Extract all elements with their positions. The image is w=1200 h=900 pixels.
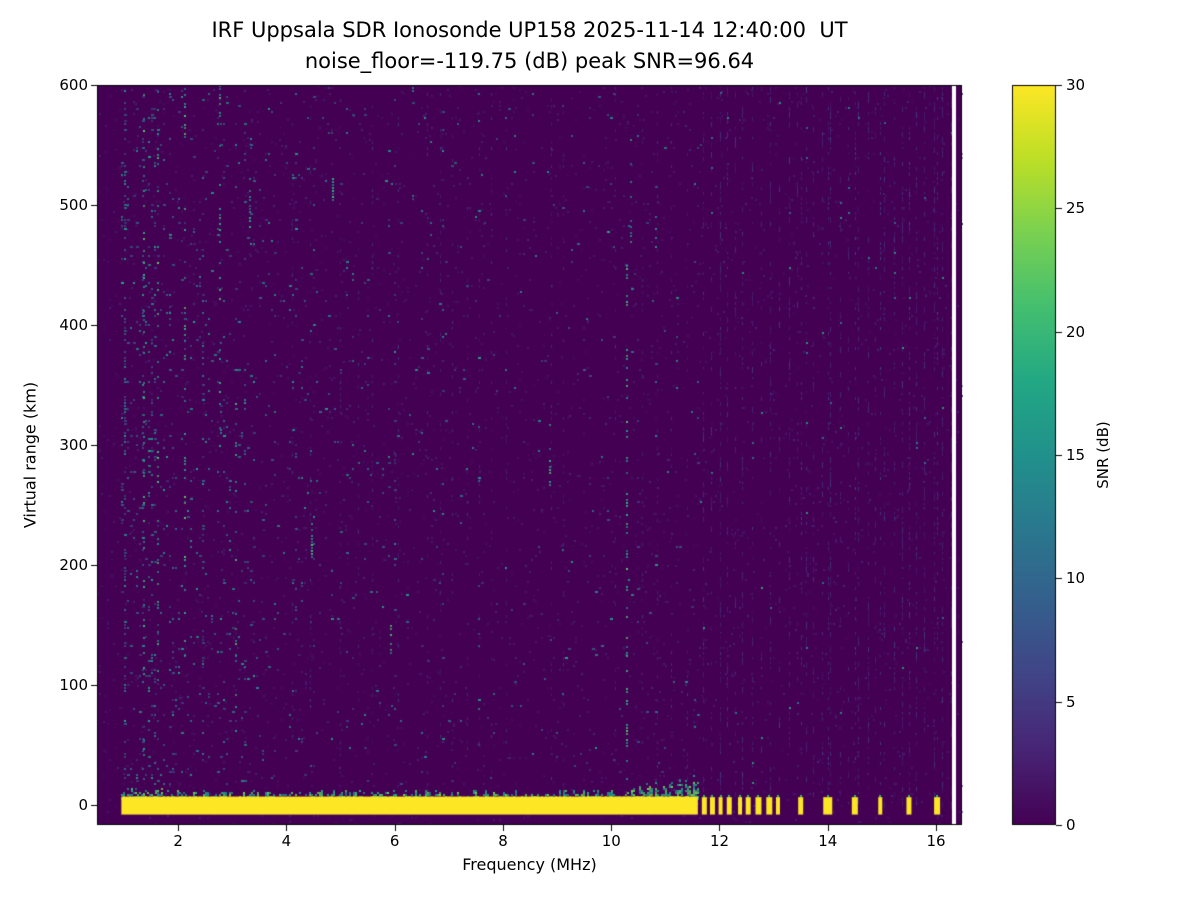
colorbar-tick-label: 30 bbox=[1066, 76, 1086, 94]
y-tick-label: 500 bbox=[59, 195, 88, 214]
y-tick-label: 300 bbox=[59, 435, 88, 454]
colorbar-tick-label: 25 bbox=[1066, 199, 1086, 218]
x-tick-label: 14 bbox=[818, 832, 838, 850]
y-tick-label: 200 bbox=[59, 555, 88, 574]
chart-title: IRF Uppsala SDR Ionosonde UP158 2025-11-… bbox=[211, 18, 848, 42]
x-tick-label: 4 bbox=[281, 832, 292, 850]
y-tick-label: 600 bbox=[59, 76, 88, 94]
x-tick-label: 12 bbox=[709, 832, 730, 850]
x-axis-label: Frequency (MHz) bbox=[462, 855, 597, 874]
y-axis-label: Virtual range (km) bbox=[20, 381, 40, 529]
y-tick-label: 100 bbox=[59, 675, 88, 694]
colorbar-tick-label: 5 bbox=[1066, 692, 1076, 711]
colorbar-tick-label: 20 bbox=[1066, 322, 1086, 341]
y-tick-label: 400 bbox=[59, 315, 88, 334]
colorbar-tick-label: 15 bbox=[1066, 446, 1086, 464]
colorbar-tick-label: 0 bbox=[1066, 816, 1076, 834]
x-tick-label: 2 bbox=[173, 832, 183, 850]
chart-subtitle: noise_floor=-119.75 (dB) peak SNR=96.64 bbox=[304, 49, 755, 73]
x-tick-label: 8 bbox=[498, 832, 508, 850]
colorbar-tick-label: 10 bbox=[1066, 569, 1086, 588]
y-tick-label: 0 bbox=[78, 795, 88, 814]
x-tick-label: 16 bbox=[926, 832, 946, 850]
x-tick-label: 10 bbox=[601, 832, 621, 850]
x-tick-label: 6 bbox=[389, 832, 400, 850]
